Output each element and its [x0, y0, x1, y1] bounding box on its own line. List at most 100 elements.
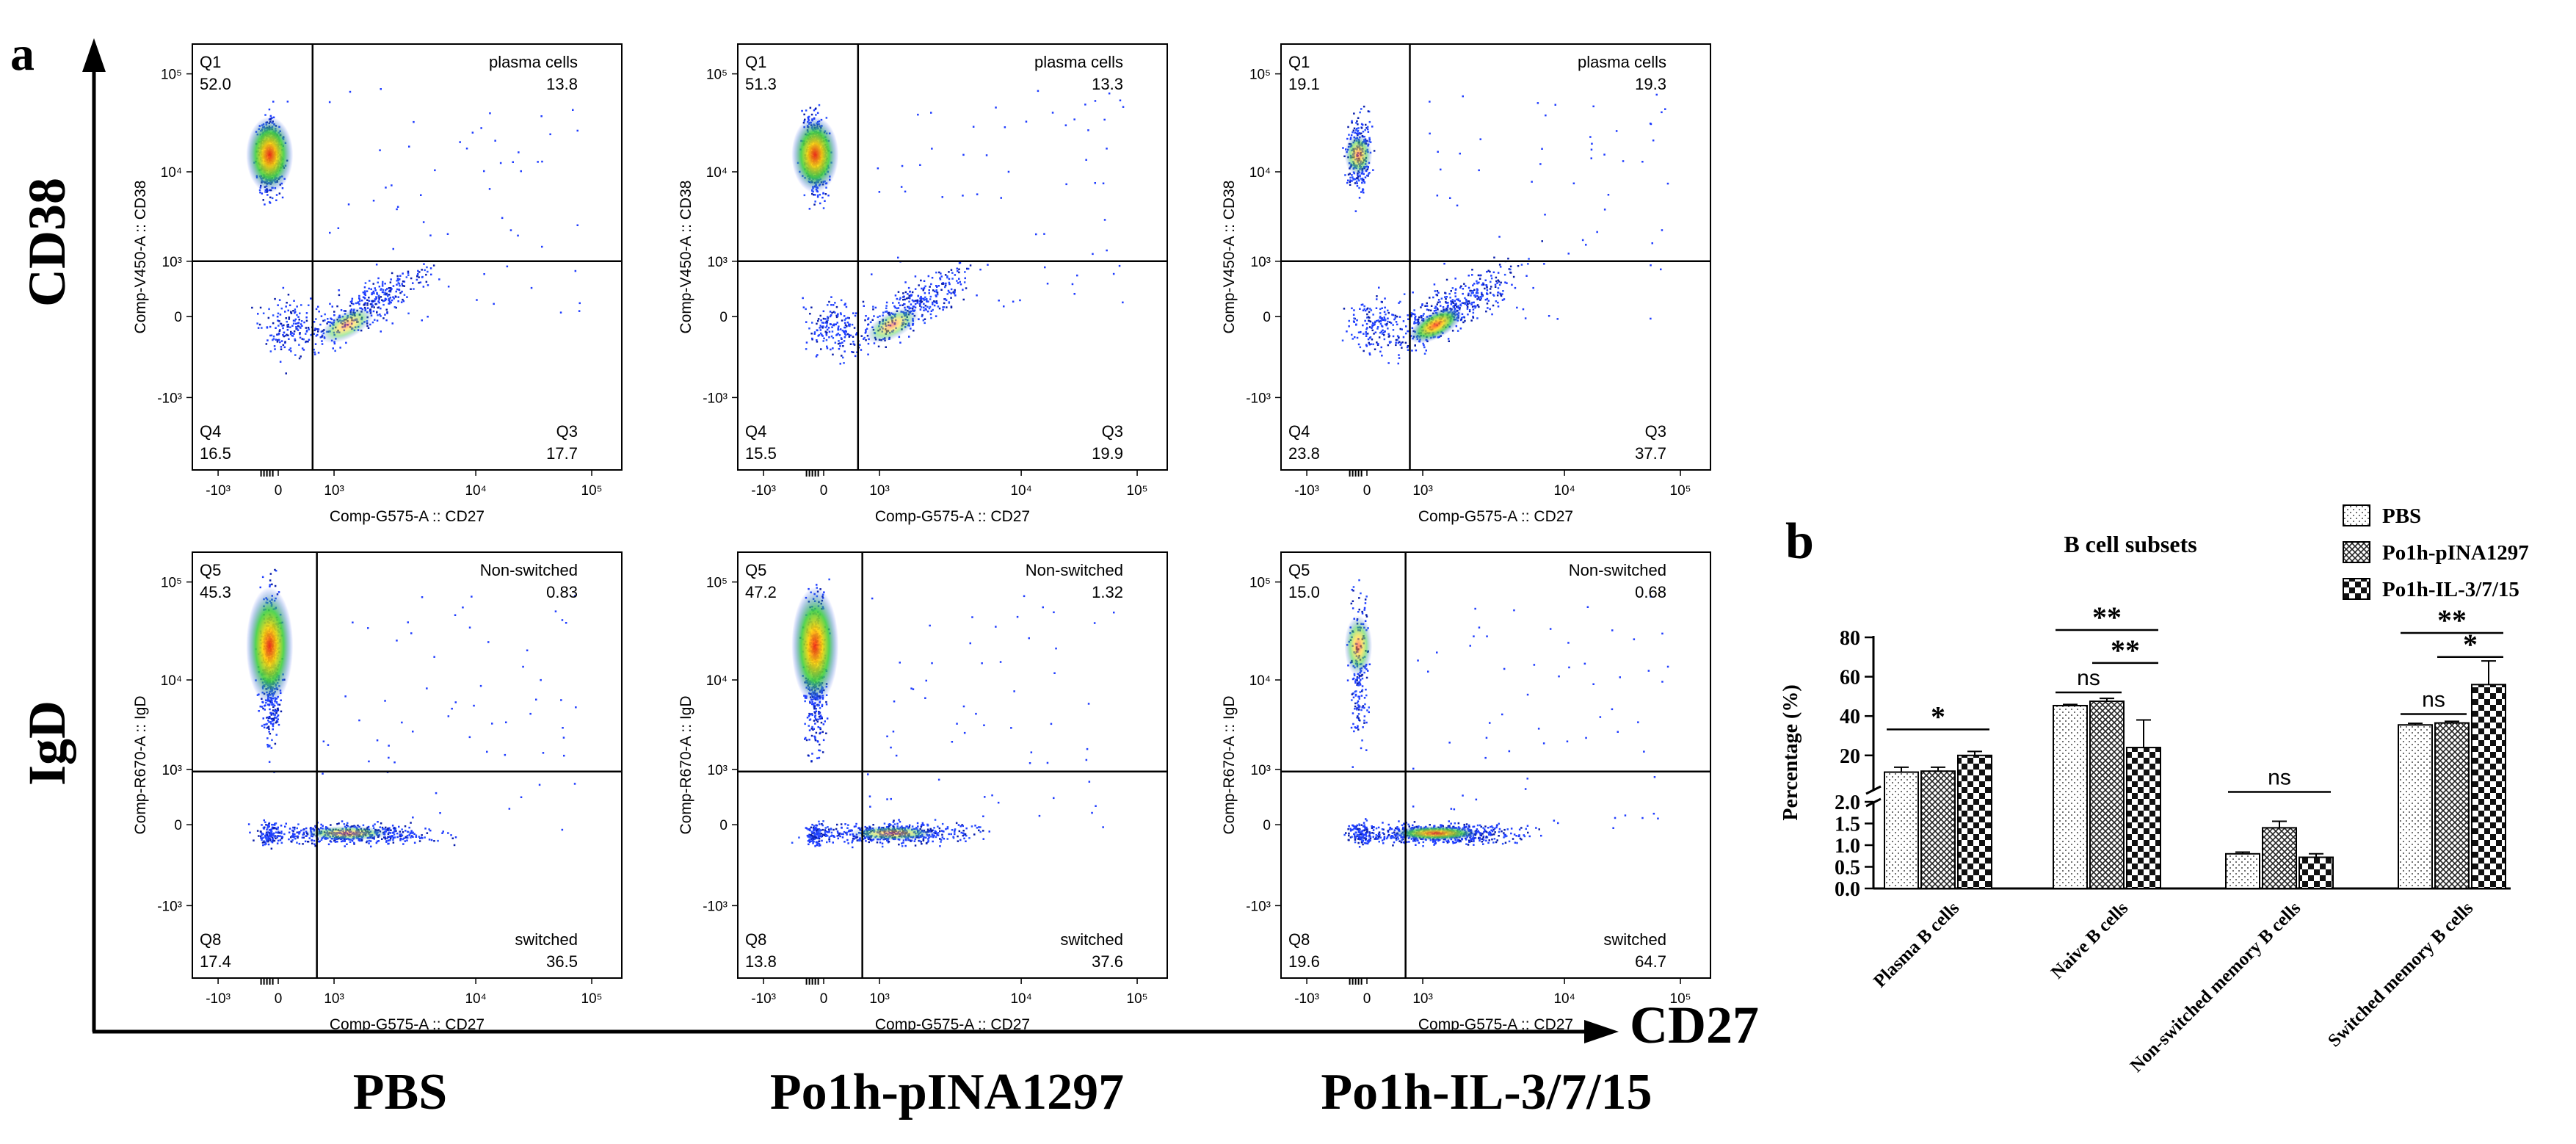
x-axis-label: Comp-G575-A :: CD27: [330, 1016, 485, 1033]
quadrant-stat: 17.4: [200, 952, 231, 971]
y-tick-label: -10³: [703, 391, 728, 406]
quadrant-stat: Q4: [1288, 422, 1310, 441]
plot-frame: [1280, 43, 1711, 471]
x-tick-label: 0: [820, 483, 828, 499]
density-hotspot: [302, 825, 391, 841]
bar-1-2: [2126, 747, 2161, 889]
x-tick-label: 10⁵: [1127, 483, 1148, 499]
density-hotspot: [246, 116, 294, 193]
chart-title: B cell subsets: [2064, 531, 2196, 557]
quadrant-stat: plasma cells: [489, 53, 578, 71]
x-tick-label: -10³: [751, 483, 776, 499]
y-tick-label: 10⁵: [1249, 68, 1271, 83]
density-hotspot: [1409, 307, 1462, 344]
bar-3-2: [2471, 684, 2506, 889]
quadrant-stat: Q1: [1288, 53, 1310, 71]
y-tick-label: 10⁵: [161, 576, 182, 591]
density-hotspot: [246, 587, 294, 705]
x-tick-label: 0: [1363, 991, 1371, 1007]
legend-swatch-pina1297: [2343, 541, 2370, 563]
quadrant-stat: Non-switched: [480, 561, 578, 579]
x-tick-label: 0: [820, 991, 828, 1007]
x-axis-label: Comp-G575-A :: CD27: [1418, 508, 1573, 525]
significance-label: ns: [2077, 666, 2100, 690]
x-tick-label: -10³: [206, 991, 231, 1007]
bar-1-0: [2053, 704, 2088, 889]
quadrant-stat: Q3: [1645, 422, 1666, 441]
y-axis-title: Percentage (%): [1779, 684, 1802, 820]
quadrant-stat: Q4: [200, 422, 221, 441]
quadrant-stat: Q3: [556, 422, 578, 441]
x-tick-label: -10³: [1294, 991, 1319, 1007]
significance-label: **: [2092, 601, 2122, 634]
quadrant-stat: Q1: [745, 53, 766, 71]
bar-0-1: [1920, 770, 1956, 889]
y-tick-label: 10³: [1251, 255, 1271, 270]
y-axis-label: Comp-R670-A :: IgD: [1221, 695, 1238, 834]
significance-label: *: [1931, 700, 1945, 733]
y-tick-label: 0.0: [1835, 878, 1860, 901]
y-tick-label: 20: [1840, 745, 1860, 768]
quadrant-stat: 0.68: [1635, 583, 1666, 601]
flow-plot-cd38-2: -10³ 0 10³ 10⁴ 10⁵ 10⁵ 10⁴ 10³ 0 -10³ Comp-G575-A …: [1221, 43, 1711, 525]
y-tick-label: 2.0: [1835, 792, 1860, 814]
x-tick-label: 10⁵: [581, 991, 603, 1007]
y-tick-label: 10⁵: [706, 576, 728, 591]
y-tick-label: 10⁴: [161, 165, 182, 181]
x-tick-label: 10⁵: [1670, 483, 1691, 499]
y-axis-label: Comp-V450-A :: CD38: [678, 181, 694, 334]
x-tick-label: 10⁵: [1670, 991, 1691, 1007]
x-tick-label: -10³: [751, 991, 776, 1007]
y-tick-label: -10³: [703, 899, 728, 914]
y-tick-label: 10⁵: [1249, 576, 1271, 591]
y-tick-label: 40: [1840, 706, 1860, 728]
x-tick-label: 10⁴: [1553, 483, 1575, 499]
y-tick-label: 80: [1840, 627, 1860, 650]
y-tick-label: 0: [174, 818, 182, 833]
bar-2-2: [2299, 856, 2334, 890]
quadrant-stat: 51.3: [745, 75, 777, 93]
legend-swatch-pbs: [2343, 504, 2370, 526]
quadrant-stat: Non-switched: [1026, 561, 1123, 579]
quadrant-stat: plasma cells: [1578, 53, 1666, 71]
significance-label: ns: [2268, 766, 2291, 790]
x-tick-label: 10³: [1412, 991, 1432, 1007]
y-tick-label: 10⁵: [706, 68, 728, 83]
plot-frame: [192, 43, 623, 471]
y-tick-label: 10⁴: [1249, 673, 1271, 689]
density-hotspot: [1344, 133, 1373, 176]
quadrant-stat: 37.6: [1092, 952, 1123, 971]
bar-3-0: [2398, 724, 2433, 889]
group-label-pbs: PBS: [353, 1064, 447, 1121]
x-tick-label: 10³: [869, 483, 889, 499]
bar-2-0: [2225, 852, 2260, 890]
y-tick-label: -10³: [157, 391, 182, 406]
quadrant-stat: Q3: [1102, 422, 1123, 441]
y-tick-label: 1.5: [1835, 814, 1860, 836]
legend-swatch-il3715: [2343, 578, 2370, 600]
bar-3-1: [2434, 722, 2470, 889]
x-tick-label: -10³: [206, 483, 231, 499]
group-label-il3715: Po1h-IL-3/7/15: [1321, 1064, 1652, 1121]
y-tick-label: 10⁴: [1249, 165, 1271, 181]
quadrant-stat: Q1: [200, 53, 221, 71]
y-tick-label: 0: [1263, 310, 1271, 325]
y-tick-label: 10³: [162, 255, 182, 270]
y-tick-label: 0.5: [1835, 857, 1860, 880]
legend: PBS Po1h-pINA1297 Po1h-IL-3/7/15: [2343, 504, 2529, 601]
quadrant-stat: 17.7: [546, 444, 578, 463]
y-tick-label: 10⁴: [706, 673, 728, 689]
significance-label: **: [2111, 634, 2140, 667]
x-tick-label: 10⁴: [1553, 991, 1575, 1007]
x-tick-label: 0: [1363, 483, 1371, 499]
density-hotspot: [320, 307, 374, 344]
quadrant-stat: switched: [515, 930, 578, 949]
quadrant-stat: 19.6: [1288, 952, 1320, 971]
y-tick-label: 0: [1263, 818, 1271, 833]
bar-0-2: [1957, 754, 1992, 890]
quadrant-stat: 1.32: [1092, 583, 1123, 601]
x-tick-label: 10⁴: [465, 483, 486, 499]
quadrant-stat: 47.2: [745, 583, 777, 601]
y-tick-label: 10³: [162, 763, 182, 778]
y-tick-label: 10³: [708, 255, 728, 270]
